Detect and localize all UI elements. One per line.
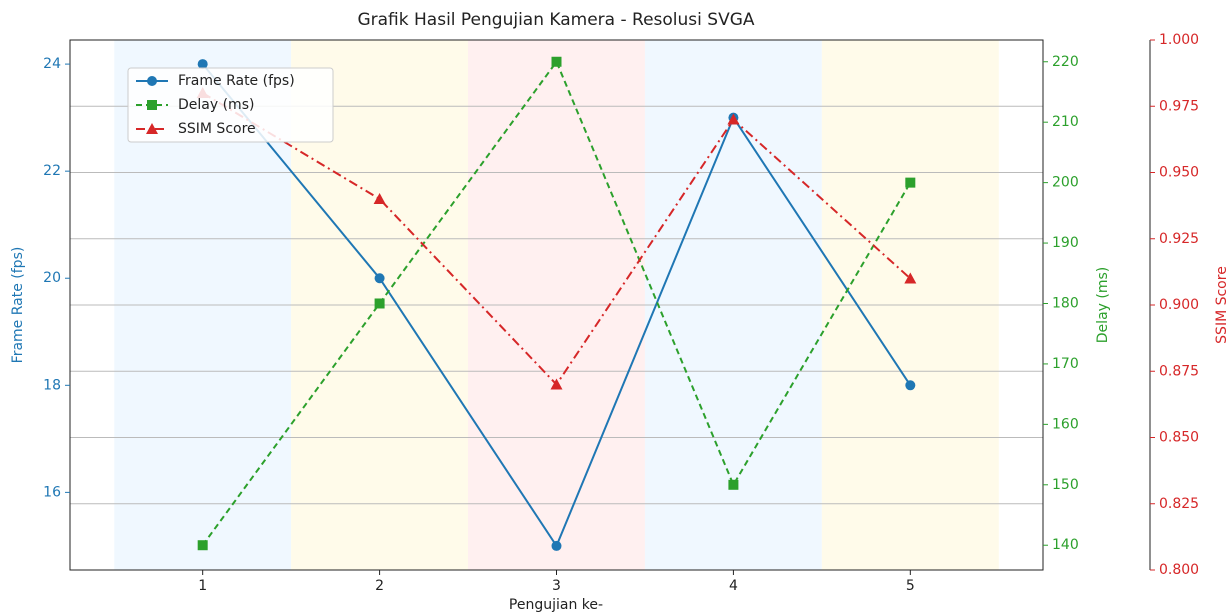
legend: Frame Rate (fps) Delay (ms) SSIM Score: [127, 67, 334, 143]
legend-label: Frame Rate (fps): [178, 73, 295, 89]
legend-marker: [147, 100, 157, 110]
data-point: [374, 273, 385, 284]
legend-box: [127, 67, 334, 143]
y3-tick-label: 0.900: [1159, 297, 1199, 313]
chart-title: Grafik Hasil Pengujian Kamera - Resolusi…: [357, 10, 754, 30]
y2-tick-label: 170: [1052, 356, 1079, 372]
y3-tick-label: 1.000: [1159, 32, 1199, 48]
data-point: [551, 540, 562, 551]
series-line: [201, 59, 912, 546]
data-point: [905, 380, 916, 391]
y2-tick-label: 160: [1052, 416, 1079, 432]
y3-tick-label: 0.800: [1159, 562, 1199, 578]
y-tick-label: 18: [43, 377, 61, 393]
x-tick-label: 2: [375, 578, 384, 594]
data-point: [551, 56, 562, 67]
data-point: [904, 272, 917, 284]
y3-tick-label: 0.875: [1159, 363, 1199, 379]
x-tick-label: 4: [729, 578, 738, 594]
y3-axis-label: SSIM Score: [1214, 266, 1230, 344]
x-axis-label: Pengujian ke-: [509, 597, 603, 613]
y-tick-label: 20: [43, 270, 61, 286]
y2-tick-label: 140: [1052, 537, 1079, 553]
y-tick-label: 16: [43, 484, 61, 500]
data-point: [373, 193, 386, 204]
y3-tick-label: 0.925: [1159, 231, 1199, 247]
y-axis-label: Frame Rate (fps): [10, 247, 26, 364]
x-tick-label: 3: [552, 578, 561, 594]
y-tick-label: 22: [43, 163, 61, 179]
data-point: [550, 378, 563, 390]
data-point: [197, 59, 208, 70]
x-tick-label: 1: [198, 578, 207, 594]
y2-tick-label: 210: [1052, 114, 1079, 130]
legend-marker: [146, 123, 158, 134]
y2-tick-label: 180: [1052, 295, 1079, 311]
data-point: [374, 298, 385, 309]
y3-tick-label: 0.825: [1159, 496, 1199, 512]
y2-tick-label: 190: [1052, 235, 1079, 251]
data-point: [727, 113, 740, 125]
y3-tick-label: 0.850: [1159, 430, 1199, 446]
y2-tick-label: 150: [1052, 477, 1079, 493]
y2-axis-label: Delay (ms): [1095, 267, 1111, 343]
y2-tick-label: 220: [1052, 54, 1079, 70]
x-tick-label: 5: [906, 578, 915, 594]
y-tick-label: 24: [43, 56, 61, 72]
legend-marker: [147, 76, 157, 86]
y3-tick-label: 0.975: [1159, 98, 1199, 114]
y3-tick-label: 0.950: [1159, 165, 1199, 181]
data-point: [905, 177, 916, 188]
data-point: [728, 479, 739, 490]
legend-label: Delay (ms): [178, 97, 254, 113]
y2-tick-label: 200: [1052, 175, 1079, 191]
legend-label: SSIM Score: [178, 121, 256, 137]
data-point: [197, 540, 208, 551]
